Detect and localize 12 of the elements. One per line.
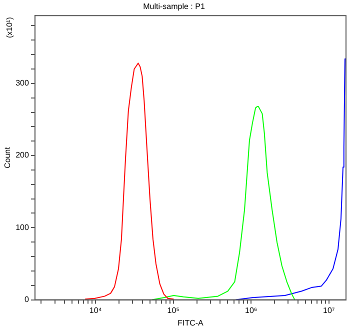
y-tick-label: 0	[24, 295, 30, 304]
y-tick-label: 300	[16, 78, 30, 88]
text: (x10¹)	[5, 16, 14, 38]
x-tick-label: 10⁴	[89, 306, 102, 315]
chart-title: Multi-sample : P1	[143, 2, 206, 12]
y-tick-label: 200	[16, 150, 30, 160]
x-axis-title: FITC-A	[178, 318, 204, 328]
x-tick-label: 10⁵	[167, 306, 180, 315]
y-axis-title: Count	[3, 146, 12, 168]
y-tick-label: 100	[16, 222, 30, 232]
x-tick-label: 10⁶	[245, 306, 258, 315]
x-tick-label: 10⁷	[322, 306, 335, 315]
